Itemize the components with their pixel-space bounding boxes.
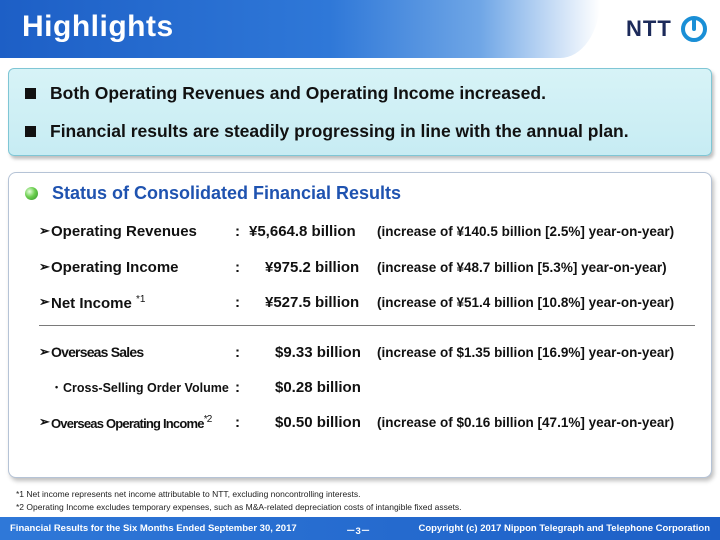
globe-bullet-icon bbox=[25, 187, 38, 200]
highlight-text: Financial results are steadily progressi… bbox=[50, 121, 629, 141]
row-value: ¥5,664.8 billion bbox=[249, 223, 356, 240]
row-label: Overseas Operating Income*2 bbox=[51, 414, 212, 431]
highlight-text: Both Operating Revenues and Operating In… bbox=[50, 83, 546, 103]
row-label: Operating Income bbox=[51, 259, 179, 276]
row-colon: : bbox=[235, 223, 240, 240]
arrow-bullet-icon: ➢ bbox=[39, 223, 50, 238]
row-colon: : bbox=[235, 414, 240, 431]
row-label: Overseas Sales bbox=[51, 344, 144, 360]
row-colon: : bbox=[235, 294, 240, 311]
page-title: Highlights bbox=[22, 10, 174, 43]
square-bullet-icon bbox=[25, 126, 36, 137]
result-row-net-income: ➢ Net Income *1 : ¥527.5 billion (increa… bbox=[39, 294, 699, 314]
footnote-2: *2 Operating Income excludes temporary e… bbox=[16, 502, 462, 512]
row-value: $0.28 billion bbox=[275, 379, 361, 396]
row-value: ¥975.2 billion bbox=[265, 259, 360, 276]
row-colon: : bbox=[235, 379, 240, 396]
row-value: ¥527.5 billion bbox=[265, 294, 360, 311]
footnote-1: *1 Net income represents net income attr… bbox=[16, 489, 361, 499]
arrow-bullet-icon: ➢ bbox=[39, 294, 50, 309]
row-detail: (increase of ¥51.4 billion [10.8%] year-… bbox=[377, 295, 675, 310]
header: Highlights NTT bbox=[0, 0, 720, 58]
result-row-operating-income: ➢ Operating Income : ¥975.2 billion (inc… bbox=[39, 259, 699, 279]
footer-report-title: Financial Results for the Six Months End… bbox=[10, 523, 297, 534]
square-bullet-icon bbox=[25, 88, 36, 99]
title-bar: Highlights bbox=[0, 0, 600, 58]
footnote-marker: *1 bbox=[136, 294, 146, 305]
result-row-operating-revenues: ➢ Operating Revenues : ¥5,664.8 billion … bbox=[39, 223, 699, 243]
arrow-bullet-icon: ➢ bbox=[39, 414, 50, 429]
footnote-marker: *2 bbox=[203, 414, 213, 425]
dot-bullet-icon: • bbox=[55, 382, 59, 392]
row-label: Net Income *1 bbox=[51, 294, 146, 312]
highlight-item: Both Operating Revenues and Operating In… bbox=[25, 83, 546, 104]
divider bbox=[39, 325, 695, 326]
logo-text: NTT bbox=[626, 16, 672, 41]
row-detail: (increase of ¥48.7 billion [5.3%] year-o… bbox=[377, 260, 667, 275]
result-row-overseas-operating-income: ➢ Overseas Operating Income*2 : $0.50 bi… bbox=[39, 414, 699, 434]
ntt-logo: NTT bbox=[626, 14, 708, 44]
row-detail: (increase of $1.35 billion [16.9%] year-… bbox=[377, 345, 675, 360]
result-row-cross-selling: • Cross-Selling Order Volume : $0.28 bil… bbox=[39, 379, 699, 399]
arrow-bullet-icon: ➢ bbox=[39, 344, 50, 359]
result-row-overseas-sales: ➢ Overseas Sales : $9.33 billion (increa… bbox=[39, 344, 699, 364]
footer-bar: Financial Results for the Six Months End… bbox=[0, 517, 720, 540]
section-title: Status of Consolidated Financial Results bbox=[52, 183, 402, 203]
row-colon: : bbox=[235, 344, 240, 361]
row-detail: (increase of ¥140.5 billion [2.5%] year-… bbox=[377, 224, 675, 239]
row-label: Operating Revenues bbox=[51, 223, 197, 240]
row-label: Cross-Selling Order Volume bbox=[63, 381, 229, 395]
highlights-box: Both Operating Revenues and Operating In… bbox=[8, 68, 712, 156]
arrow-bullet-icon: ➢ bbox=[39, 259, 50, 274]
row-colon: : bbox=[235, 259, 240, 276]
copyright: Copyright (c) 2017 Nippon Telegraph and … bbox=[418, 523, 710, 534]
section-heading: Status of Consolidated Financial Results bbox=[25, 183, 401, 204]
row-value: $9.33 billion bbox=[275, 344, 361, 361]
row-detail: (increase of $0.16 billion [47.1%] year-… bbox=[377, 415, 675, 430]
financial-results-box: Status of Consolidated Financial Results… bbox=[8, 172, 712, 478]
row-value: $0.50 billion bbox=[275, 414, 361, 431]
highlight-item: Financial results are steadily progressi… bbox=[25, 121, 629, 142]
ntt-loop-icon bbox=[680, 16, 707, 42]
page-number: －3－ bbox=[346, 526, 371, 537]
